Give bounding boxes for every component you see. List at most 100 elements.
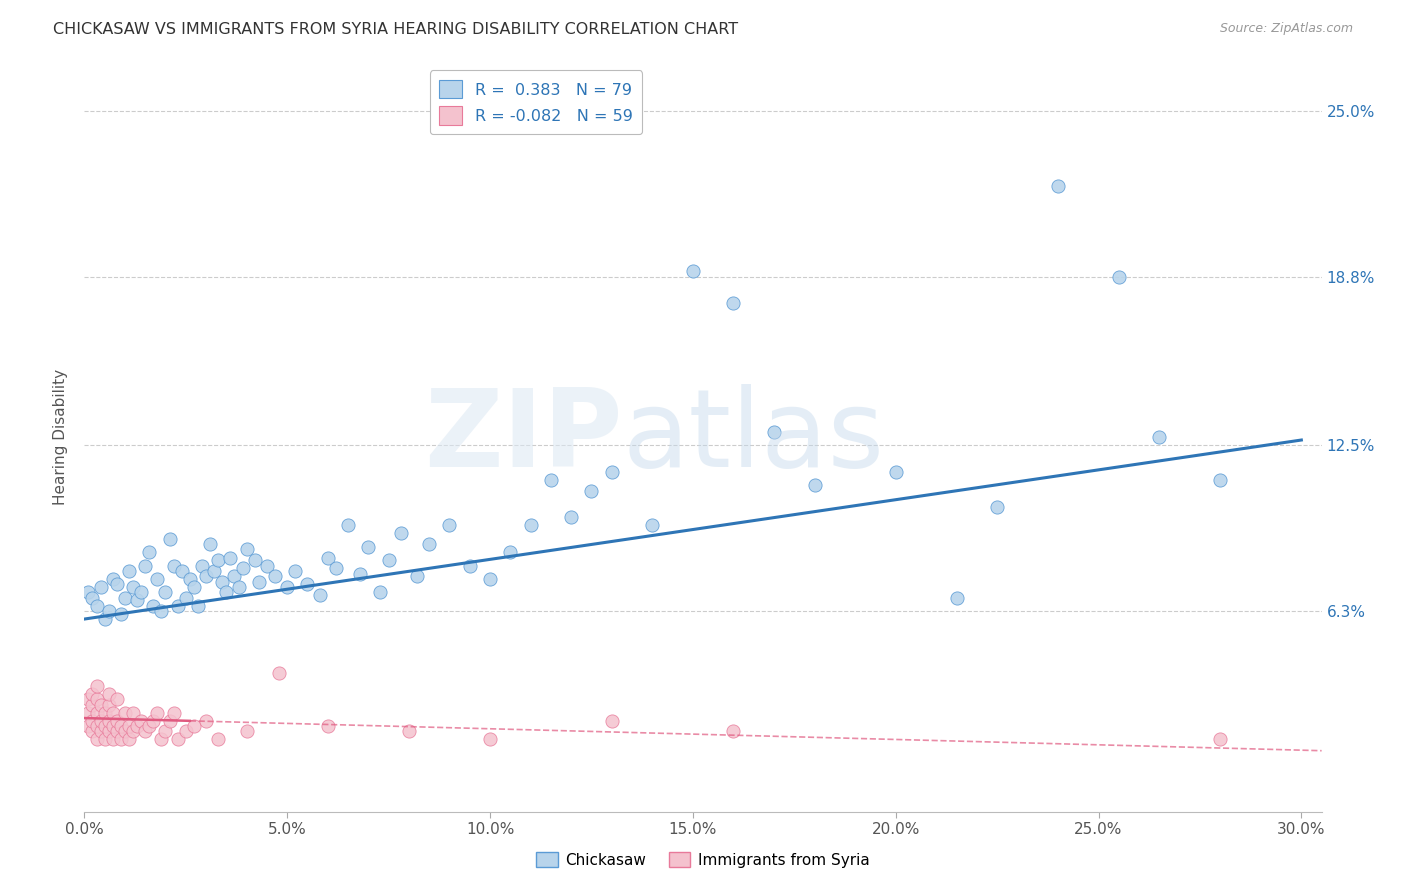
Point: [560, 510, 582, 524]
Point: [479, 732, 502, 747]
Point: [723, 296, 745, 310]
Point: [134, 724, 156, 739]
Point: [150, 732, 173, 747]
Point: [127, 593, 149, 607]
Point: [297, 577, 319, 591]
Point: [162, 558, 184, 573]
Point: [377, 553, 399, 567]
Point: [110, 732, 132, 747]
Point: [77, 706, 100, 720]
Point: [439, 518, 461, 533]
Y-axis label: Hearing Disability: Hearing Disability: [53, 369, 69, 505]
Point: [337, 518, 360, 533]
Point: [540, 473, 562, 487]
Point: [986, 500, 1008, 514]
Point: [138, 545, 160, 559]
Point: [247, 574, 270, 589]
Point: [122, 706, 145, 720]
Point: [101, 706, 124, 720]
Point: [97, 698, 120, 712]
Point: [86, 679, 108, 693]
Point: [110, 719, 132, 733]
Point: [207, 732, 229, 747]
Point: [803, 478, 825, 492]
Point: [105, 577, 128, 591]
Point: [155, 724, 177, 739]
Point: [215, 585, 238, 599]
Point: [77, 585, 100, 599]
Point: [256, 558, 278, 573]
Point: [1046, 178, 1069, 193]
Point: [90, 580, 112, 594]
Point: [159, 714, 181, 728]
Point: [187, 599, 209, 613]
Point: [479, 572, 502, 586]
Text: atlas: atlas: [623, 384, 884, 490]
Point: [349, 566, 371, 581]
Point: [93, 719, 115, 733]
Point: [86, 599, 108, 613]
Point: [138, 719, 160, 733]
Point: [97, 714, 120, 728]
Point: [162, 706, 184, 720]
Point: [77, 692, 100, 706]
Point: [195, 714, 218, 728]
Point: [357, 540, 380, 554]
Text: CHICKASAW VS IMMIGRANTS FROM SYRIA HEARING DISABILITY CORRELATION CHART: CHICKASAW VS IMMIGRANTS FROM SYRIA HEARI…: [53, 22, 738, 37]
Point: [118, 732, 141, 747]
Point: [114, 591, 136, 605]
Point: [284, 564, 307, 578]
Point: [146, 572, 169, 586]
Point: [166, 732, 188, 747]
Point: [114, 706, 136, 720]
Point: [519, 518, 541, 533]
Point: [499, 545, 522, 559]
Point: [101, 732, 124, 747]
Point: [97, 724, 120, 739]
Point: [211, 574, 233, 589]
Point: [398, 724, 420, 739]
Point: [134, 558, 156, 573]
Point: [166, 599, 188, 613]
Point: [316, 550, 339, 565]
Point: [146, 706, 169, 720]
Point: [276, 580, 298, 594]
Point: [884, 465, 907, 479]
Point: [155, 585, 177, 599]
Text: ZIP: ZIP: [425, 384, 623, 490]
Point: [641, 518, 664, 533]
Point: [170, 564, 193, 578]
Point: [600, 465, 623, 479]
Point: [142, 599, 165, 613]
Point: [945, 591, 967, 605]
Point: [82, 714, 104, 728]
Point: [581, 483, 603, 498]
Point: [118, 564, 141, 578]
Point: [1209, 473, 1232, 487]
Point: [86, 719, 108, 733]
Legend: Chickasaw, Immigrants from Syria: Chickasaw, Immigrants from Syria: [530, 846, 876, 873]
Point: [90, 724, 112, 739]
Point: [325, 561, 347, 575]
Point: [267, 665, 290, 680]
Point: [235, 724, 257, 739]
Point: [418, 537, 440, 551]
Point: [105, 714, 128, 728]
Legend: R =  0.383   N = 79, R = -0.082   N = 59: R = 0.383 N = 79, R = -0.082 N = 59: [430, 70, 643, 135]
Point: [93, 732, 115, 747]
Point: [114, 724, 136, 739]
Point: [82, 698, 104, 712]
Point: [77, 719, 100, 733]
Point: [129, 585, 152, 599]
Point: [762, 425, 785, 439]
Point: [600, 714, 623, 728]
Point: [82, 724, 104, 739]
Point: [86, 692, 108, 706]
Point: [723, 724, 745, 739]
Point: [219, 550, 242, 565]
Point: [235, 542, 257, 557]
Point: [202, 564, 225, 578]
Point: [105, 692, 128, 706]
Point: [224, 569, 246, 583]
Point: [122, 580, 145, 594]
